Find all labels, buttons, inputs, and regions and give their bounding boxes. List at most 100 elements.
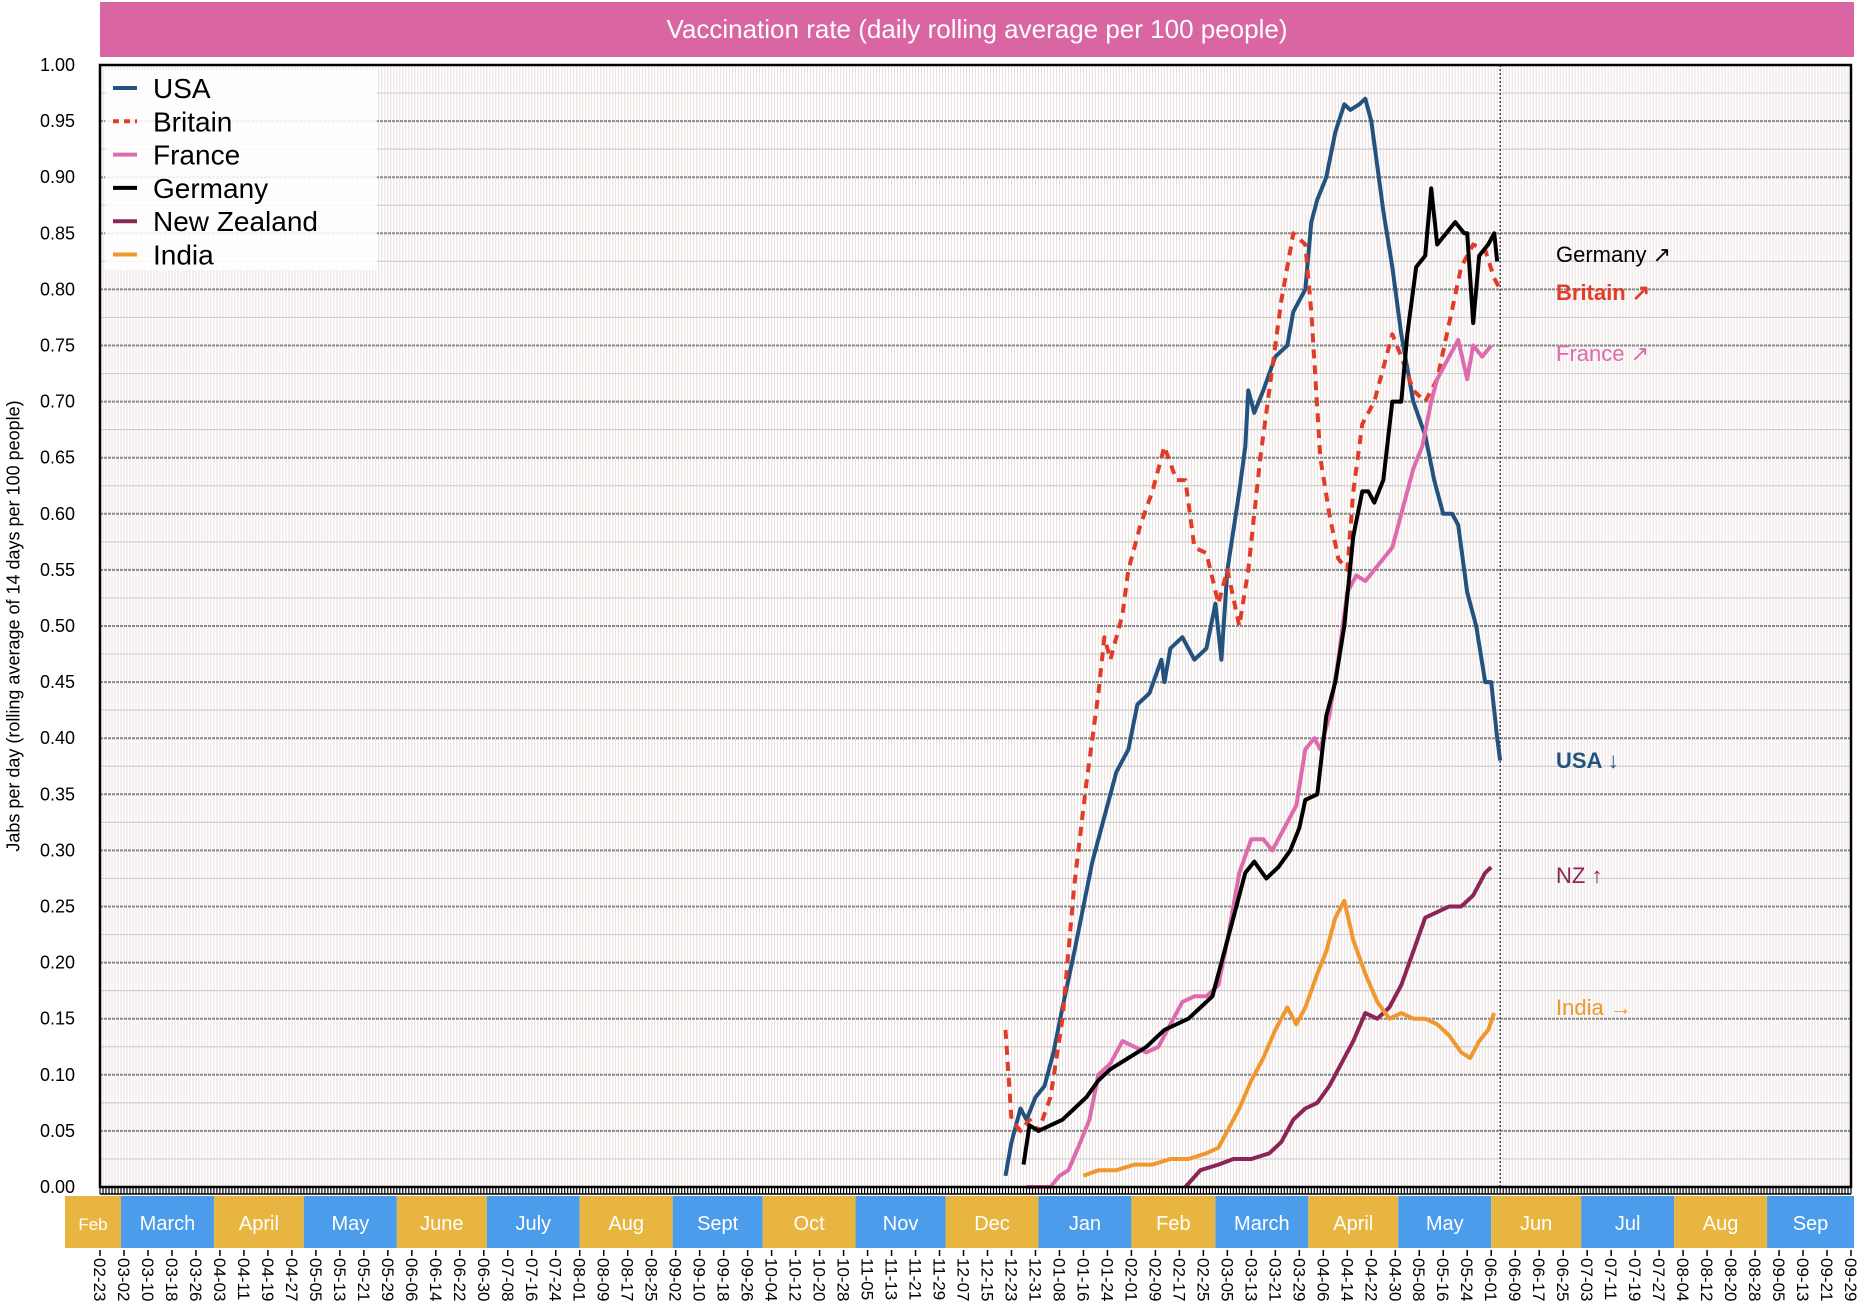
- x-tick-label: 02-23: [90, 1258, 109, 1301]
- month-band-label: June: [420, 1213, 463, 1235]
- x-tick-label: 09-26: [738, 1258, 757, 1301]
- x-tick-label: 03-13: [1241, 1258, 1260, 1301]
- x-tick-label: 05-13: [330, 1258, 349, 1301]
- x-tick-label: 03-10: [138, 1258, 157, 1301]
- series-line-india: [1082, 898, 1497, 1178]
- y-tick-label: 0.35: [40, 784, 75, 804]
- end-label-britain: Britain ↗: [1556, 280, 1650, 305]
- x-tick-label: 04-22: [1361, 1258, 1380, 1301]
- month-band-label: July: [515, 1213, 551, 1235]
- x-tick-label: 05-24: [1457, 1258, 1476, 1301]
- x-tick-label: 04-19: [258, 1258, 277, 1301]
- x-tick-label: 05-16: [1433, 1258, 1452, 1301]
- x-tick-label: 06-09: [1505, 1258, 1524, 1301]
- y-tick-label: 0.55: [40, 560, 75, 580]
- y-tick-label: 0.85: [40, 223, 75, 243]
- series-line-france: [1026, 337, 1493, 1189]
- month-band: [486, 1196, 580, 1248]
- y-tick-label: 0.40: [40, 728, 75, 748]
- y-tick-label: 0.00: [40, 1177, 75, 1197]
- x-tick-label: 12-07: [954, 1258, 973, 1301]
- x-tick-label: 07-03: [1577, 1258, 1596, 1301]
- y-tick-label: 0.80: [40, 279, 75, 299]
- x-tick-label: 03-05: [1217, 1258, 1236, 1301]
- month-band-label: May: [1426, 1213, 1464, 1235]
- x-tick-label: 04-03: [210, 1258, 229, 1301]
- x-tick-label: 02-25: [1193, 1258, 1212, 1301]
- month-band: [1038, 1196, 1132, 1248]
- month-band: [945, 1196, 1039, 1248]
- x-tick-label: 08-09: [594, 1258, 613, 1301]
- month-band-label: Dec: [974, 1213, 1010, 1235]
- x-tick-label: 02-17: [1169, 1258, 1188, 1301]
- x-axis-daily-ticks: [99, 1187, 1852, 1194]
- y-tick-label: 0.90: [40, 167, 75, 187]
- month-band-label: March: [1234, 1213, 1290, 1235]
- legend-label: Germany: [153, 173, 268, 204]
- month-band-label: Aug: [1703, 1213, 1739, 1235]
- legend-background: [105, 70, 377, 270]
- end-label-new-zealand: NZ ↑: [1556, 863, 1602, 888]
- end-label-usa: USA ↓: [1556, 748, 1619, 773]
- month-band-label: April: [1333, 1213, 1373, 1235]
- month-band: [1131, 1196, 1216, 1248]
- x-tick-label: 09-10: [690, 1258, 709, 1301]
- series-line-britain: [1003, 231, 1502, 1133]
- y-tick-label: 0.20: [40, 953, 75, 973]
- x-tick-label: 04-14: [1337, 1258, 1356, 1301]
- month-band-label: Aug: [608, 1213, 644, 1235]
- y-tick-label: 0.45: [40, 672, 75, 692]
- x-tick-label: 03-02: [114, 1258, 133, 1301]
- x-tick-label: 03-18: [162, 1258, 181, 1301]
- x-tick-label: 10-04: [762, 1258, 781, 1301]
- x-tick-label: 04-06: [1313, 1258, 1332, 1301]
- x-tick-label: 06-17: [1529, 1258, 1548, 1301]
- month-band-label: Feb: [78, 1215, 107, 1234]
- legend-label: New Zealand: [153, 206, 318, 237]
- month-band-label: Jul: [1615, 1213, 1641, 1235]
- x-tick-label: 12-23: [1001, 1258, 1020, 1301]
- month-band-label: Jan: [1069, 1213, 1101, 1235]
- month-band: [672, 1196, 763, 1248]
- legend-label: France: [153, 140, 240, 171]
- y-tick-label: 0.05: [40, 1121, 75, 1141]
- x-tick-label: 08-12: [1697, 1258, 1716, 1301]
- series-line-germany: [1021, 186, 1500, 1165]
- y-tick-label: 1.00: [40, 55, 75, 75]
- x-tick-label: 07-19: [1625, 1258, 1644, 1301]
- month-band-label: May: [331, 1213, 369, 1235]
- end-label-france: France ↗: [1556, 341, 1649, 366]
- x-tick-label: 05-08: [1409, 1258, 1428, 1301]
- x-tick-label: 08-04: [1673, 1258, 1692, 1301]
- x-tick-label: 10-20: [810, 1258, 829, 1301]
- y-tick-label: 0.25: [40, 897, 75, 917]
- x-tick-label: 09-29: [1841, 1258, 1860, 1301]
- x-tick-label: 09-18: [714, 1258, 733, 1301]
- month-band: [1215, 1196, 1309, 1248]
- x-tick-label: 07-16: [522, 1258, 541, 1301]
- y-tick-label: 0.30: [40, 840, 75, 860]
- x-tick-label: 05-05: [306, 1258, 325, 1301]
- y-tick-label: 0.60: [40, 504, 75, 524]
- x-tick-label: 06-30: [474, 1258, 493, 1301]
- month-band: [396, 1196, 487, 1248]
- month-band-label: April: [239, 1213, 279, 1235]
- x-tick-label: 08-01: [570, 1258, 589, 1301]
- x-tick-label: 07-11: [1601, 1258, 1620, 1300]
- x-tick-label: 01-16: [1073, 1258, 1092, 1301]
- legend-label: Britain: [153, 106, 232, 137]
- x-tick-label: 09-21: [1817, 1258, 1836, 1301]
- x-tick-label: 06-25: [1553, 1258, 1572, 1301]
- x-tick-label: 08-17: [618, 1258, 637, 1301]
- x-tick-label: 04-30: [1385, 1258, 1404, 1301]
- month-band: [579, 1196, 673, 1248]
- x-tick-label: 04-11: [234, 1258, 253, 1300]
- x-tick-label: 03-29: [1289, 1258, 1308, 1301]
- month-band-label: Nov: [883, 1213, 919, 1235]
- month-band: [65, 1196, 121, 1248]
- x-tick-label: 01-24: [1097, 1258, 1116, 1301]
- x-tick-label: 12-31: [1025, 1258, 1044, 1301]
- series-line-usa: [1003, 96, 1503, 1177]
